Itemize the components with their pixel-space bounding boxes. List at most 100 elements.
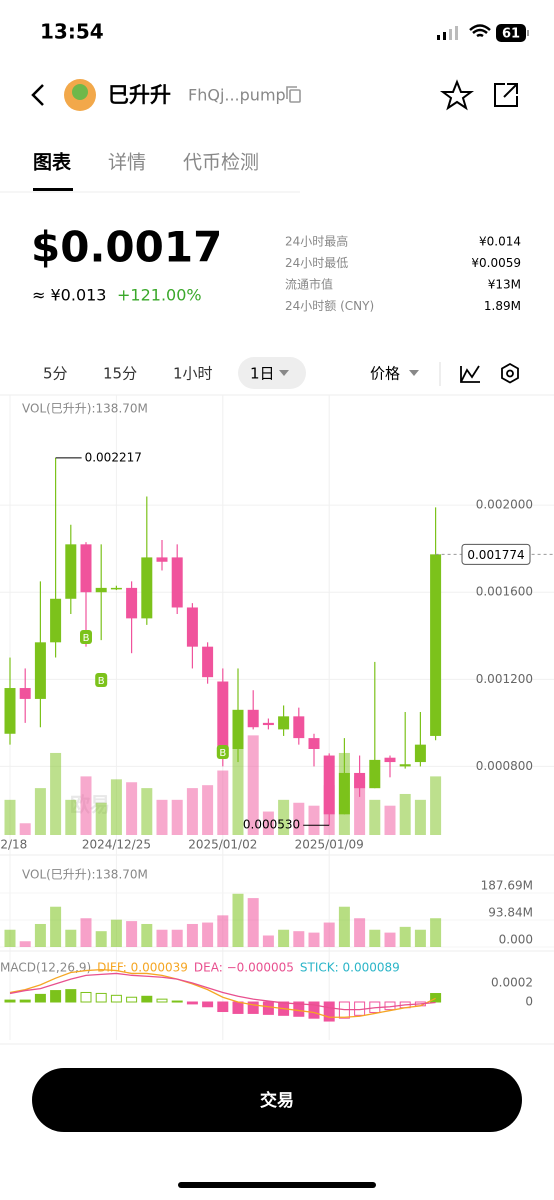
y-tick-label: 0.001600: [476, 585, 533, 599]
tab[interactable]: 代币检测: [183, 152, 259, 174]
back-button[interactable]: [31, 84, 44, 106]
y-tick-label: 0: [525, 995, 533, 1009]
low-marker-label: 0.000530: [243, 818, 300, 832]
candle-body: [247, 709, 259, 728]
y-tick-label: 0.002000: [476, 498, 533, 512]
volume-bar: [217, 915, 229, 947]
y-tick-label: 93.84M: [488, 906, 533, 920]
macd-legend: MACD(12,26,9): [0, 961, 91, 975]
volume-bar: [354, 918, 366, 947]
volume-bar: [430, 918, 442, 947]
trade-button[interactable]: [32, 1068, 522, 1132]
y-tick-label: 0.000800: [476, 759, 533, 773]
macd-bar: [126, 996, 138, 1003]
tab-underline: [33, 188, 73, 191]
volume-bar: [369, 929, 381, 947]
candle-body: [384, 757, 396, 763]
candle-body: [414, 744, 426, 763]
volume-bar: [80, 918, 92, 947]
candle-body: [217, 681, 229, 749]
candle-body: [369, 759, 381, 789]
macd-bar: [293, 1001, 305, 1017]
stat-label: 流通市值: [285, 277, 333, 292]
volume-bar-overlay: [369, 799, 381, 835]
candle-body: [126, 587, 138, 619]
volume-label: VOL(巳升升):138.70M: [22, 868, 148, 882]
candle-body: [19, 688, 31, 699]
volume-bar: [278, 929, 290, 947]
macd-bar: [217, 1001, 229, 1013]
interval-selected[interactable]: 1日: [250, 365, 275, 383]
trade-button-label[interactable]: 交易: [260, 1090, 294, 1111]
price-mode[interactable]: 价格: [370, 365, 400, 383]
share-button[interactable]: [494, 83, 518, 107]
candle-body: [354, 772, 366, 789]
candle-body: [171, 557, 183, 608]
stat-value: ¥13M: [488, 278, 521, 292]
volume-bar-overlay: [156, 799, 168, 835]
buy-marker-label: B: [83, 633, 90, 644]
stat-value: 1.89M: [484, 299, 521, 313]
interval-option[interactable]: 1小时: [173, 365, 213, 383]
last-price-label: 0.001774: [467, 548, 524, 562]
settings-button[interactable]: [501, 362, 519, 384]
stat-value: ¥0.0059: [471, 256, 521, 270]
macd-bar: [50, 990, 62, 1003]
copy-button[interactable]: [286, 86, 301, 103]
stat-label: 24小时最高: [285, 234, 348, 249]
volume-bar-overlay: [384, 805, 396, 835]
macd-bar: [262, 1001, 274, 1015]
indicator-button[interactable]: [460, 365, 480, 383]
macd-diff-line: [9, 968, 436, 1018]
macd-bar: [80, 991, 92, 1003]
x-tick-label: 12/18: [0, 838, 27, 852]
tab-active[interactable]: 图表: [33, 151, 72, 174]
stat-label: 24小时额 (CNY): [285, 299, 374, 313]
candle-body: [156, 557, 168, 562]
volume-bar-overlay: [293, 802, 305, 835]
tab[interactable]: 详情: [108, 152, 146, 174]
macd-bar: [186, 1001, 198, 1005]
interval-option[interactable]: 15分: [103, 365, 137, 383]
volume-bar: [247, 898, 259, 947]
volume-bar: [232, 893, 244, 947]
y-tick-label: 187.69M: [481, 879, 533, 893]
volume-bar-overlay: [414, 799, 426, 835]
dropdown-arrow: [409, 370, 419, 376]
avatar-figure: [72, 84, 88, 100]
macd-bar: [95, 992, 107, 1003]
volume-bar-overlay: [399, 793, 411, 835]
y-tick-label: 0.000: [499, 933, 533, 947]
volume-bar: [34, 923, 46, 947]
volume-bar-overlay: [110, 779, 122, 835]
macd-legend: DIFF: 0.000039: [97, 961, 188, 975]
interval-option[interactable]: 5分: [43, 365, 68, 383]
volume-bar-overlay: [171, 799, 183, 835]
macd-bar: [19, 999, 31, 1003]
volume-bar: [110, 919, 122, 947]
macd-legend: DEA: −0.000005: [194, 961, 294, 975]
signal-icon: [437, 26, 458, 40]
token-name: 巳升升: [108, 83, 171, 107]
volume-bar-overlay: [262, 811, 274, 835]
x-tick-label: 2024/12/25: [82, 838, 151, 852]
candle-body: [308, 738, 320, 749]
candle-body: [323, 755, 335, 815]
favorite-button[interactable]: [440, 79, 474, 111]
volume-bar-overlay: [65, 799, 77, 835]
volume-bar-overlay: [4, 799, 16, 835]
volume-bar-overlay: [217, 770, 229, 835]
buy-marker: [216, 745, 229, 759]
y-tick-label: 0.001200: [476, 672, 533, 686]
volume-bar: [202, 922, 214, 947]
volume-bar: [414, 929, 426, 947]
stat-label: 24小时最低: [285, 256, 348, 270]
battery-tip: [527, 30, 529, 36]
buy-marker: [95, 673, 108, 687]
macd-bar: [34, 993, 46, 1003]
dropdown-arrow: [279, 370, 289, 376]
price-main: $0.0017: [31, 223, 222, 272]
volume-bar-overlay: [202, 785, 214, 835]
volume-bar: [50, 906, 62, 947]
macd-bar: [308, 1001, 320, 1019]
